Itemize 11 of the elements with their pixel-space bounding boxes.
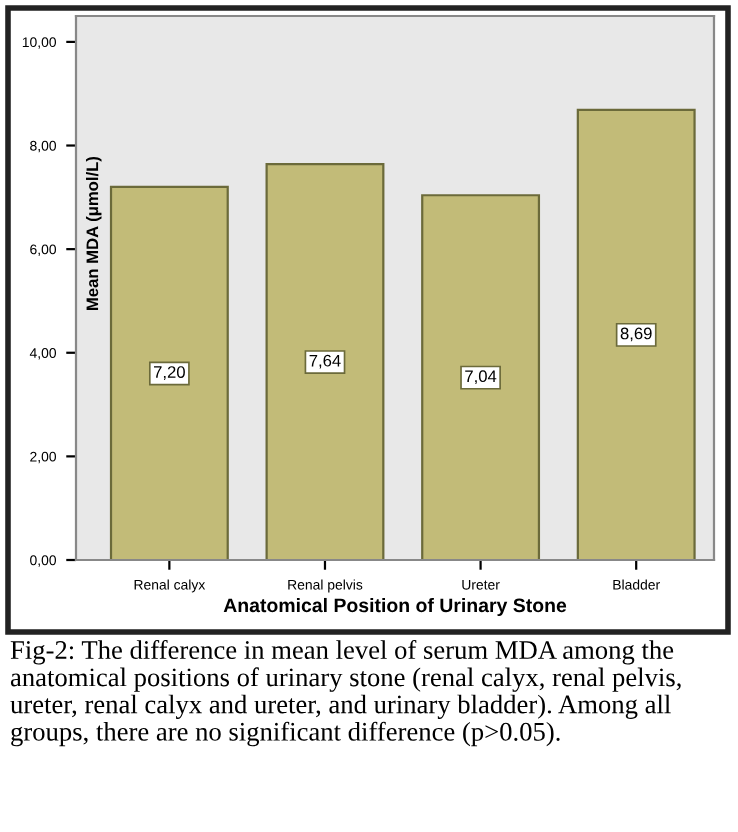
bar	[421, 194, 541, 560]
bar	[265, 163, 385, 560]
bar	[109, 185, 229, 560]
data-label: 8,69	[620, 327, 652, 342]
data-label: 7,20	[154, 366, 185, 380]
x-axis-title: Anatomical Position of Urinary Stone	[223, 597, 567, 617]
data-label: 7,04	[465, 370, 497, 385]
bar	[576, 108, 696, 560]
text: Fig-2: The difference in mean level of serum MDA among the anatomical positions of urinary stone (renal calyx, renal pelvis, ureter, renal calyx and ureter, and urinary bladder). Among all groups, there are no significant difference (p>0.05).	[10, 640, 681, 747]
data-label: 7,64	[309, 354, 341, 369]
y-axis-title: Mean MDA (μmol/L)	[85, 156, 102, 310]
